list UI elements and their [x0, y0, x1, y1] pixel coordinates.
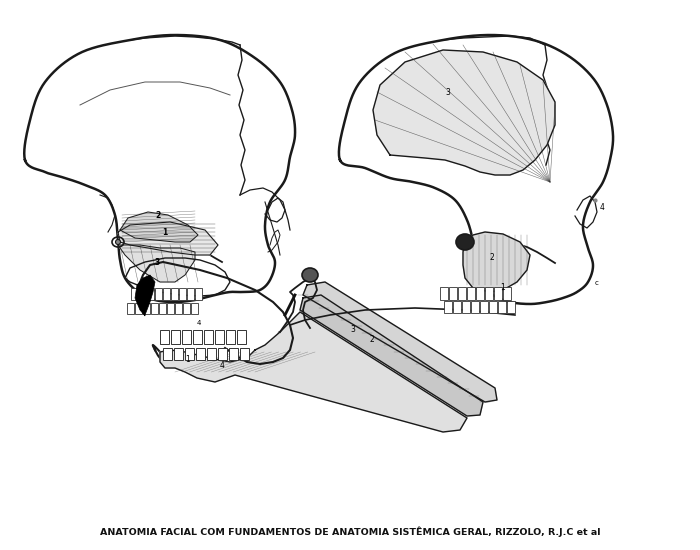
Bar — [485, 287, 493, 300]
Bar — [160, 330, 169, 344]
Text: 3: 3 — [155, 258, 160, 267]
Polygon shape — [300, 295, 483, 416]
Bar — [494, 287, 502, 300]
Polygon shape — [118, 222, 218, 255]
Text: 2: 2 — [370, 335, 374, 344]
Text: 1: 1 — [185, 355, 190, 364]
Bar — [453, 301, 461, 313]
Bar — [147, 288, 154, 300]
Polygon shape — [463, 232, 530, 292]
Bar — [182, 330, 191, 344]
Bar — [159, 303, 166, 314]
Bar — [440, 287, 448, 300]
Bar — [471, 301, 479, 313]
Bar — [503, 287, 511, 300]
Bar — [195, 288, 202, 300]
Bar — [193, 330, 202, 344]
Bar — [498, 301, 506, 313]
Bar — [218, 348, 227, 360]
Bar — [240, 348, 249, 360]
Bar — [179, 288, 186, 300]
Bar — [458, 287, 466, 300]
Bar — [183, 303, 190, 314]
Text: 2: 2 — [155, 211, 160, 220]
Bar — [480, 301, 488, 313]
Bar — [237, 330, 246, 344]
Bar — [127, 303, 134, 314]
Bar — [139, 288, 146, 300]
Ellipse shape — [456, 234, 474, 250]
Bar — [467, 287, 475, 300]
Bar — [151, 303, 158, 314]
Bar — [163, 348, 172, 360]
Polygon shape — [160, 312, 467, 432]
Bar — [174, 348, 183, 360]
Bar — [507, 301, 515, 313]
Text: 4: 4 — [220, 361, 225, 370]
Bar — [171, 330, 180, 344]
Ellipse shape — [116, 239, 120, 245]
Bar — [187, 288, 194, 300]
Text: 1: 1 — [162, 228, 167, 237]
Bar — [143, 303, 150, 314]
Ellipse shape — [302, 268, 318, 282]
Bar — [207, 348, 216, 360]
Text: 4: 4 — [197, 320, 202, 326]
Bar — [476, 287, 484, 300]
Bar — [196, 348, 205, 360]
Bar — [191, 303, 198, 314]
Bar — [167, 303, 174, 314]
Polygon shape — [373, 50, 555, 175]
Bar — [489, 301, 497, 313]
Polygon shape — [120, 212, 198, 242]
Text: 1: 1 — [500, 283, 505, 292]
Bar — [449, 287, 457, 300]
Bar — [163, 288, 170, 300]
Text: 3: 3 — [350, 325, 355, 334]
Polygon shape — [118, 245, 195, 282]
Bar — [185, 348, 194, 360]
Bar — [135, 303, 142, 314]
Bar — [444, 301, 452, 313]
Text: c: c — [595, 280, 599, 286]
Text: 2: 2 — [490, 253, 495, 262]
Bar — [131, 288, 138, 300]
Polygon shape — [303, 282, 497, 402]
Polygon shape — [135, 275, 155, 316]
Bar — [155, 288, 162, 300]
Bar — [204, 330, 213, 344]
Bar — [226, 330, 235, 344]
Bar — [462, 301, 470, 313]
Bar — [229, 348, 238, 360]
Bar — [215, 330, 224, 344]
Text: 4: 4 — [600, 203, 605, 212]
Text: 3: 3 — [445, 88, 450, 97]
Bar — [171, 288, 178, 300]
Text: ANATOMIA FACIAL COM FUNDAMENTOS DE ANATOMIA SISTÊMICA GERAL, RIZZOLO, R.J.C et a: ANATOMIA FACIAL COM FUNDAMENTOS DE ANATO… — [99, 527, 601, 537]
Bar — [175, 303, 182, 314]
